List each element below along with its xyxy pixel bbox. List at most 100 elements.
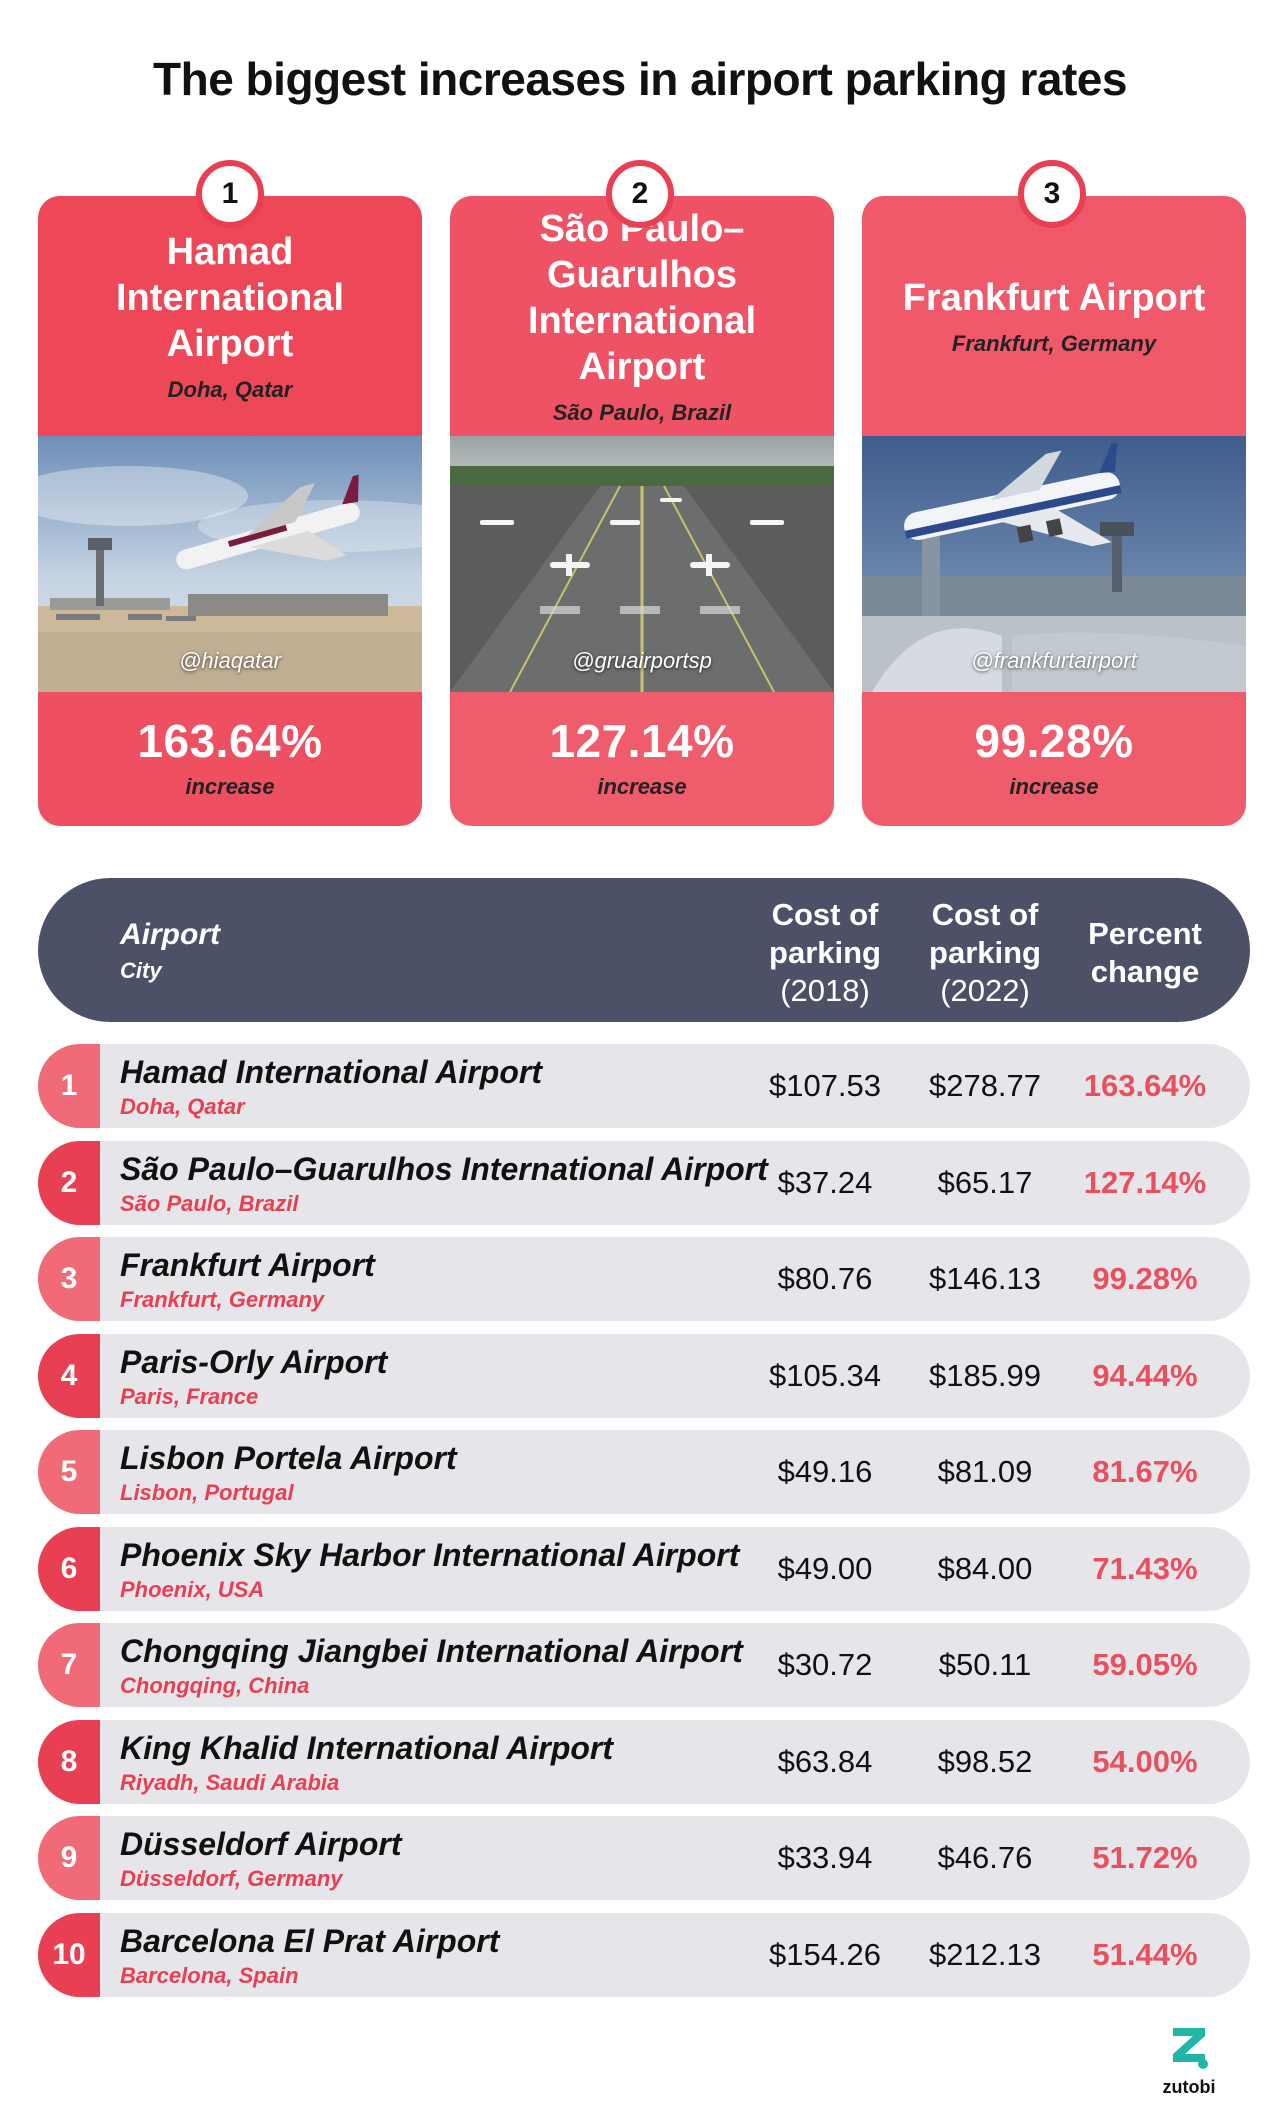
table-row: 7 Chongqing Jiangbei International Airpor… (38, 1623, 1250, 1707)
card-header: Frankfurt Airport Frankfurt, Germany (862, 196, 1246, 436)
table-row: 6 Phoenix Sky Harbor International Airpor… (38, 1526, 1250, 1611)
row-airport-name: Barcelona El Prat Airport (120, 1922, 500, 1959)
header-cost-2018-line1: Cost of (771, 897, 879, 932)
cell-cost-2022: $46.76 (937, 1840, 1033, 1875)
card-increase-label: increase (185, 774, 275, 799)
card-rank-badge: 2 (606, 160, 674, 228)
header-percent-line1: Percent (1088, 916, 1202, 951)
row-rank: 7 (38, 1623, 100, 1707)
row-airport-name: Frankfurt Airport (120, 1247, 375, 1283)
header-percent-line2: change (1090, 954, 1200, 989)
cell-percent-change: 71.43% (1092, 1550, 1198, 1586)
row-airport-city: Doha, Qatar (120, 1094, 245, 1119)
header-city: City (120, 958, 162, 983)
card-airport-city: São Paulo, Brazil (552, 400, 732, 425)
row-airport-city: Barcelona, Spain (120, 1962, 299, 1988)
cell-cost-2018: $107.53 (768, 1068, 882, 1103)
card-footer: 99.28% increase (862, 692, 1246, 826)
card-percent: 163.64% (137, 715, 323, 767)
cargo-plane-photo-icon (862, 436, 1246, 692)
cell-cost-2022: $185.99 (928, 1357, 1042, 1393)
cell-cost-2022: $81.09 (937, 1454, 1033, 1489)
row-airport-name: Paris-Orly Airport (120, 1343, 388, 1380)
card-airport-name: São Paulo–Guarulhos International Airpor… (527, 208, 757, 388)
cell-cost-2022: $98.52 (937, 1743, 1033, 1779)
top-card-3: Frankfurt Airport Frankfurt, Germany (862, 196, 1246, 826)
card-header: São Paulo–Guarulhos International Airpor… (450, 196, 834, 436)
cell-cost-2022: $50.11 (938, 1647, 1032, 1682)
runway-photo-icon (450, 436, 834, 692)
header-cost-2018: Cost of parking (2018) (750, 896, 900, 1010)
top-card-1: Hamad International Airport Doha, Qatar (38, 196, 422, 826)
cell-percent-change: 51.72% (1092, 1840, 1198, 1875)
row-rank: 2 (38, 1140, 100, 1225)
card-airport-city: Doha, Qatar (167, 377, 293, 402)
cell-cost-2018: $30.72 (777, 1647, 873, 1682)
card-footer: 163.64% increase (38, 692, 422, 826)
row-rank: 9 (38, 1816, 100, 1900)
cell-cost-2022: $65.17 (937, 1164, 1033, 1200)
row-rank: 3 (38, 1237, 100, 1321)
airplane-photo-icon (38, 436, 422, 692)
row-airport-name: Hamad International Airport (120, 1054, 542, 1090)
card-airport-city: Frankfurt, Germany (951, 331, 1157, 356)
cell-percent-change: 163.64% (1083, 1068, 1207, 1103)
row-airport-city: Phoenix, USA (120, 1576, 265, 1602)
row-airport-city: Chongqing, China (120, 1673, 310, 1698)
cell-cost-2018: $105.34 (768, 1357, 882, 1393)
zutobi-z-icon (1173, 2028, 1208, 2069)
cell-cost-2018: $37.24 (777, 1164, 873, 1200)
cell-percent-change: 59.05% (1092, 1647, 1198, 1682)
photo-credit: @gruairportsp (572, 648, 712, 673)
card-increase-label: increase (1009, 774, 1099, 799)
cell-percent-change: 54.00% (1092, 1743, 1198, 1779)
table-row: 5 Lisbon Portela Airport Lisbon, Portugal $… (38, 1430, 1250, 1514)
header-cost-2018-line3: (2018) (780, 973, 870, 1008)
row-rank: 6 (38, 1526, 100, 1611)
table-row: 9 Düsseldorf Airport Düsseldorf, Germany $3… (38, 1816, 1250, 1900)
row-airport-name: Düsseldorf Airport (120, 1826, 402, 1862)
card-increase-label: increase (597, 774, 687, 799)
cell-cost-2022: $212.13 (928, 1936, 1042, 1972)
top-card-2: São Paulo–Guarulhos International Airpor… (450, 196, 834, 826)
airport-photo: @gruairportsp (450, 436, 834, 692)
header-cost-2022-line3: (2022) (940, 973, 1030, 1008)
row-rank: 1 (38, 1044, 100, 1128)
cell-cost-2022: $84.00 (937, 1550, 1033, 1586)
row-airport-name: Phoenix Sky Harbor International Airport (120, 1536, 740, 1573)
row-rank: 10 (38, 1912, 100, 1997)
table-row: 8 King Khalid International Airport Riyadh… (38, 1719, 1250, 1804)
cell-cost-2022: $146.13 (928, 1261, 1042, 1296)
row-rank: 5 (38, 1430, 100, 1514)
row-airport-name: São Paulo–Guarulhos International Airpor… (120, 1150, 768, 1187)
photo-credit: @frankfurtairport (971, 648, 1137, 673)
table-row: 2 São Paulo–Guarulhos International Airpo… (38, 1140, 1250, 1225)
cell-cost-2018: $154.26 (768, 1936, 882, 1972)
row-airport-city: São Paulo, Brazil (120, 1190, 299, 1216)
table-header: Airport City Cost of parking (2018) Cost… (38, 878, 1250, 1022)
card-rank-badge: 3 (1018, 160, 1086, 228)
row-airport-city: Lisbon, Portugal (120, 1480, 294, 1505)
cell-cost-2018: $49.16 (777, 1454, 873, 1489)
cell-percent-change: 51.44% (1092, 1936, 1198, 1972)
airport-photo: @frankfurtairport (862, 436, 1246, 692)
row-airport-city: Paris, France (120, 1383, 259, 1409)
cell-cost-2018: $33.94 (777, 1840, 873, 1875)
cell-percent-change: 127.14% (1083, 1164, 1207, 1200)
cell-cost-2018: $49.00 (777, 1550, 873, 1586)
row-airport-city: Düsseldorf, Germany (120, 1866, 343, 1891)
row-rank: 8 (38, 1719, 100, 1804)
zutobi-logo: zutobi (1158, 2020, 1220, 2100)
card-footer: 127.14% increase (450, 692, 834, 826)
header-cost-2022-line2: parking (929, 935, 1041, 970)
row-airport-name: Chongqing Jiangbei International Airport (120, 1633, 743, 1669)
airport-photo: @hiaqatar (38, 436, 422, 692)
cell-percent-change: 99.28% (1092, 1261, 1198, 1296)
card-airport-name: Frankfurt Airport (902, 277, 1206, 319)
page-title: The biggest increases in airport parking… (153, 53, 1127, 105)
header-cost-2022-line1: Cost of (931, 897, 1039, 932)
row-airport-city: Riyadh, Saudi Arabia (120, 1769, 340, 1795)
cell-cost-2018: $63.84 (777, 1743, 873, 1779)
row-airport-city: Frankfurt, Germany (120, 1287, 325, 1312)
row-rank: 4 (38, 1333, 100, 1418)
